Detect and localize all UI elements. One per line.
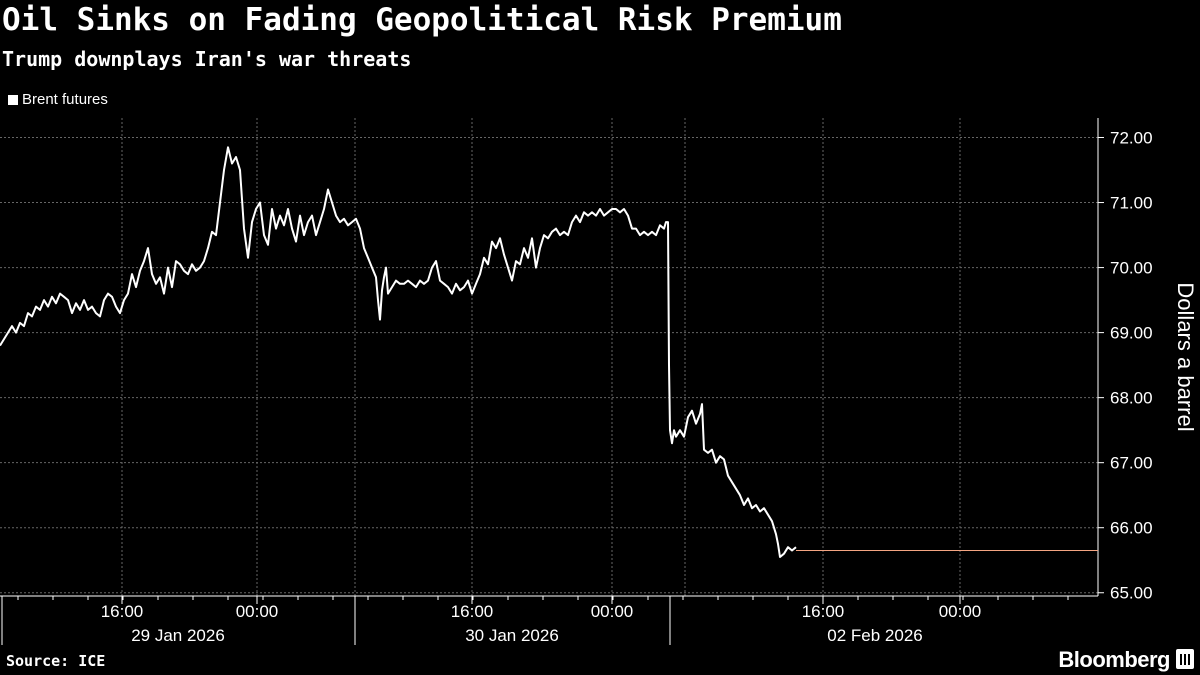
x-tick-label: 16:00 <box>802 602 845 621</box>
legend: Brent futures <box>8 91 108 108</box>
brent-price-line <box>0 146 797 558</box>
x-date-label: 02 Feb 2026 <box>827 626 922 645</box>
x-tick-label: 00:00 <box>591 602 634 621</box>
y-tick-label: 70.00 <box>1110 259 1153 278</box>
chart-subtitle: Trump downplays Iran's war threats <box>2 47 412 71</box>
y-tick-label: 65.00 <box>1110 584 1153 603</box>
bloomberg-terminal-icon <box>1176 649 1194 669</box>
y-tick-label: 68.00 <box>1110 389 1153 408</box>
y-tick-label: 67.00 <box>1110 454 1153 473</box>
x-date-label: 29 Jan 2026 <box>131 626 225 645</box>
y-axis-label: Dollars a barrel <box>1173 282 1198 431</box>
x-tick-label: 16:00 <box>451 602 494 621</box>
y-tick-label: 71.00 <box>1110 194 1153 213</box>
legend-label: Brent futures <box>22 91 108 108</box>
x-date-label: 30 Jan 2026 <box>465 626 559 645</box>
x-tick-label: 00:00 <box>939 602 982 621</box>
x-tick-label: 00:00 <box>236 602 279 621</box>
legend-swatch <box>8 94 18 105</box>
chart-title: Oil Sinks on Fading Geopolitical Risk Pr… <box>2 2 842 38</box>
source-note: Source: ICE <box>6 652 106 670</box>
brand-logo: Bloomberg <box>1058 647 1170 672</box>
y-tick-label: 69.00 <box>1110 324 1153 343</box>
y-tick-label: 72.00 <box>1110 129 1153 148</box>
y-tick-label: 66.00 <box>1110 519 1153 538</box>
x-tick-label: 16:00 <box>101 602 144 621</box>
